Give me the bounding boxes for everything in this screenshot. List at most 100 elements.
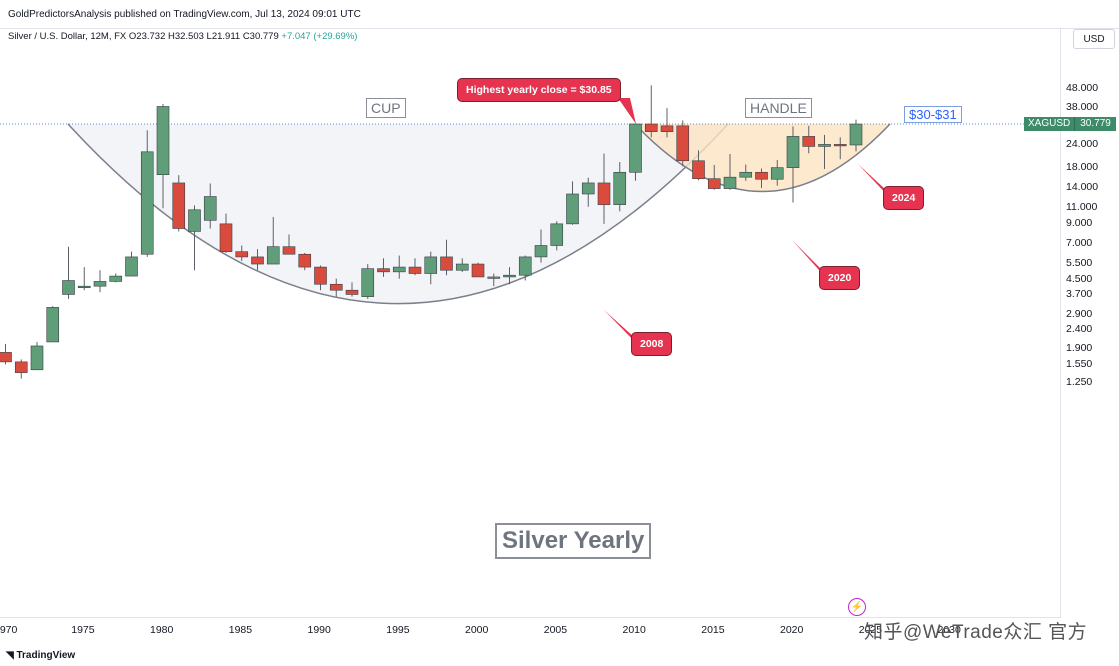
y-tick-label: 18.000 [1066,161,1099,174]
x-tick-label: 1985 [228,624,253,636]
candle-1999 [455,258,469,272]
candle-1977 [109,273,123,283]
candle-1978 [125,251,138,277]
candle-2010 [629,123,642,181]
tradingview-brand-text: TradingView [16,650,76,661]
candle-body-1976 [93,281,107,287]
candle-2024 [849,119,863,152]
candle-body-1981 [172,182,186,229]
candle-body-2006 [566,193,579,225]
time-axis-border [0,617,1060,618]
candle-body-1986 [251,256,264,265]
candle-body-2022 [818,144,831,147]
candle-1984 [219,213,233,253]
x-tick-label: 1970 [0,624,18,636]
x-tick-label: 1975 [71,624,95,636]
candle-2016 [723,154,737,190]
candle-body-1992 [345,289,359,295]
candle-2018 [755,168,768,188]
candle-2015 [707,164,721,190]
x-tick-label: 2025 [858,624,883,636]
candle-body-2012 [660,125,674,132]
candle-2021 [802,125,816,154]
callout-2024: 2024 [884,187,924,209]
candle-2017 [739,164,753,181]
candle-1976 [93,270,107,293]
candle-1979 [140,130,154,257]
candle-body-1998 [440,256,453,271]
y-tick-label: 1.900 [1066,342,1093,355]
candle-1990 [314,265,327,291]
candle-1975 [77,267,91,291]
candle-2012 [660,108,674,138]
candle-1997 [424,251,438,285]
y-tick-label: 2.400 [1066,323,1093,336]
candle-body-2001 [487,276,501,279]
candlestick-chart[interactable] [0,28,1060,618]
candle-body-1983 [203,196,217,221]
tradingview-logo-icon: ◥ [6,650,14,661]
candle-body-1987 [266,246,280,265]
candle-2001 [487,273,501,287]
lightning-icon[interactable]: ⚡ [848,598,866,616]
x-tick-label: 2020 [780,624,804,636]
candle-1998 [440,239,453,276]
candle-body-1997 [424,256,438,274]
x-tick-label: 2005 [543,624,568,636]
candle-2002 [503,267,516,285]
candle-1985 [235,245,249,262]
candle-body-2008 [597,182,611,205]
cup-shape [67,123,729,305]
candle-body-1994 [377,268,390,273]
x-tick-label: 2015 [701,624,725,636]
candle-body-1977 [109,275,123,282]
currency-selector[interactable]: USD [1073,29,1115,49]
candle-2007 [581,177,595,207]
candle-1989 [298,252,312,271]
y-tick-label: 7.000 [1066,237,1093,250]
candle-body-1984 [219,223,233,252]
instrument-legend: Silver / U.S. Dollar, 12M, FX O23.732 H3… [8,31,357,42]
candle-2008 [597,153,611,224]
candle-body-2020 [786,136,800,168]
candle-body-1978 [125,256,138,277]
candle-body-1973 [46,307,60,343]
ohlc-values: O23.732 H32.503 L21.911 C30.779 [128,31,279,42]
candle-body-1979 [140,151,154,255]
candle-body-2002 [503,274,516,278]
candle-2014 [692,150,705,181]
price-axis[interactable] [1060,28,1119,618]
candle-1994 [377,258,390,277]
candle-body-1972 [30,345,44,371]
candle-1981 [172,175,186,232]
candle-body-2013 [676,125,690,162]
candle-1987 [266,216,280,265]
price-change: +7.047 (+29.69%) [281,31,358,42]
current-price-tag: XAGUSD 30.779 [1024,117,1116,131]
instrument-name: Silver / U.S. Dollar, 12M, FX [8,31,127,42]
candle-2011 [644,85,658,138]
y-tick-label: 5.500 [1066,256,1093,269]
candle-2004 [534,229,548,263]
candle-1993 [361,264,375,299]
candle-1980 [156,103,170,209]
candle-1972 [30,341,44,371]
candle-1970 [0,343,12,365]
y-tick-label: 38.000 [1066,101,1099,114]
highest-close-callout: Highest yearly close = $30.85 [458,79,620,101]
candle-body-1985 [235,251,249,258]
candle-body-2014 [692,160,705,180]
candle-body-1993 [361,268,375,297]
tradingview-brand[interactable]: ◥ TradingView [6,650,75,661]
y-tick-label: 4.500 [1066,272,1093,285]
y-tick-label: 2.900 [1066,308,1093,321]
candle-1973 [46,306,60,343]
candle-body-2005 [550,223,564,246]
publisher-line: GoldPredictorsAnalysis published on Trad… [8,9,361,20]
candle-body-2018 [755,171,768,180]
pointer-2020 [792,240,828,280]
candle-body-2000 [471,263,485,278]
x-tick-label: 1980 [150,624,174,636]
y-tick-label: 3.700 [1066,288,1093,301]
price-tag-value: 30.779 [1074,117,1116,131]
